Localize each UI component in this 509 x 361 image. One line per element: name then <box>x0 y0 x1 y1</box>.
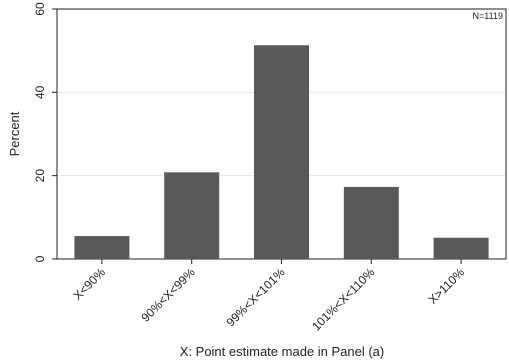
x-tick-label: 99%<X<101% <box>223 265 287 329</box>
y-axis: 0 20 40 60 <box>33 2 57 262</box>
y-axis-title: Percent <box>7 111 22 156</box>
x-axis-title: X: Point estimate made in Panel (a) <box>180 344 385 359</box>
bar <box>164 172 220 259</box>
n-annotation: N=1119 <box>473 11 503 21</box>
y-tick-label: 20 <box>33 169 47 183</box>
bar <box>433 237 489 259</box>
x-tick-label: 90%<X<99% <box>138 265 198 325</box>
bar <box>254 45 309 259</box>
y-tick-label: 40 <box>33 85 47 99</box>
bar <box>74 236 130 259</box>
x-tick-label: X<90% <box>71 265 109 303</box>
x-tick-label: X>110% <box>426 265 468 307</box>
bars <box>74 45 489 259</box>
x-tick-label: 101%<X<110% <box>309 265 377 333</box>
y-tick-label: 0 <box>33 255 47 262</box>
bar <box>343 186 399 259</box>
y-tick-label: 60 <box>33 2 47 16</box>
x-axis: X<90% 90%<X<99% 99%<X<101% 101%<X<110% X>110… <box>71 259 468 333</box>
